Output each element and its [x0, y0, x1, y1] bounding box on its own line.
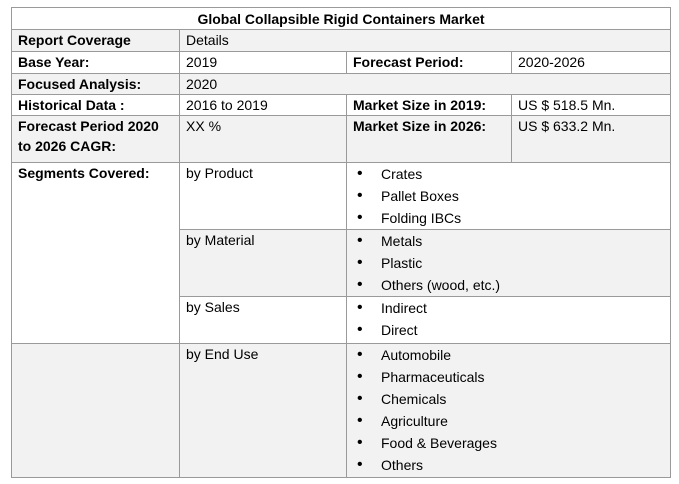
forecast-period-value: 2020-2026 [511, 51, 671, 75]
list-item: Chemicals [357, 388, 664, 410]
list-item: Others [357, 454, 664, 476]
list-item: Pallet Boxes [357, 185, 664, 207]
list-item: Indirect [357, 297, 664, 319]
list-item: Folding IBCs [357, 207, 664, 229]
list-item: Metals [357, 230, 664, 252]
list-item: Others (wood, etc.) [357, 274, 664, 296]
cagr-value: XX % [179, 115, 347, 163]
segment-group-items: Metals Plastic Others (wood, etc.) [346, 228, 671, 298]
segment-group-name: by End Use [179, 343, 347, 478]
list-item: Pharmaceuticals [357, 366, 664, 388]
historical-data-label: Historical Data : [11, 94, 180, 117]
market-size-2019-label: Market Size in 2019: [346, 94, 512, 117]
market-size-2026-value: US $ 633.2 Mn. [511, 115, 671, 163]
report-coverage-label: Report Coverage [11, 29, 180, 53]
historical-data-value: 2016 to 2019 [179, 94, 347, 117]
report-table: Global Collapsible Rigid Containers Mark… [11, 6, 671, 478]
market-size-2019-value: US $ 518.5 Mn. [511, 94, 671, 117]
list-item: Direct [357, 319, 664, 341]
base-year-label: Base Year: [11, 51, 180, 75]
list-item: Agriculture [357, 410, 664, 432]
segment-group-items: Crates Pallet Boxes Folding IBCs [346, 161, 671, 230]
base-year-value: 2019 [179, 51, 347, 75]
report-coverage-value: Details [179, 29, 671, 53]
cagr-label: Forecast Period 2020 to 2026 CAGR: [11, 115, 180, 163]
segment-group-name: by Product [179, 161, 347, 230]
list-item: Crates [357, 163, 664, 185]
segment-group-name: by Material [179, 228, 347, 298]
segments-covered-label: Segments Covered: [11, 161, 180, 345]
segment-group-name: by Sales [179, 296, 347, 345]
table-title: Global Collapsible Rigid Containers Mark… [11, 6, 671, 31]
focused-analysis-label: Focused Analysis: [11, 73, 180, 96]
segment-group-items: Automobile Pharmaceuticals Chemicals Agr… [346, 343, 671, 478]
segment-group-items: Indirect Direct [346, 296, 671, 345]
segments-covered-spacer [11, 343, 180, 478]
list-item: Automobile [357, 344, 664, 366]
list-item: Food & Beverages [357, 432, 664, 454]
focused-analysis-value: 2020 [179, 73, 671, 96]
list-item: Plastic [357, 252, 664, 274]
market-size-2026-label: Market Size in 2026: [346, 115, 512, 163]
forecast-period-label: Forecast Period: [346, 51, 512, 75]
